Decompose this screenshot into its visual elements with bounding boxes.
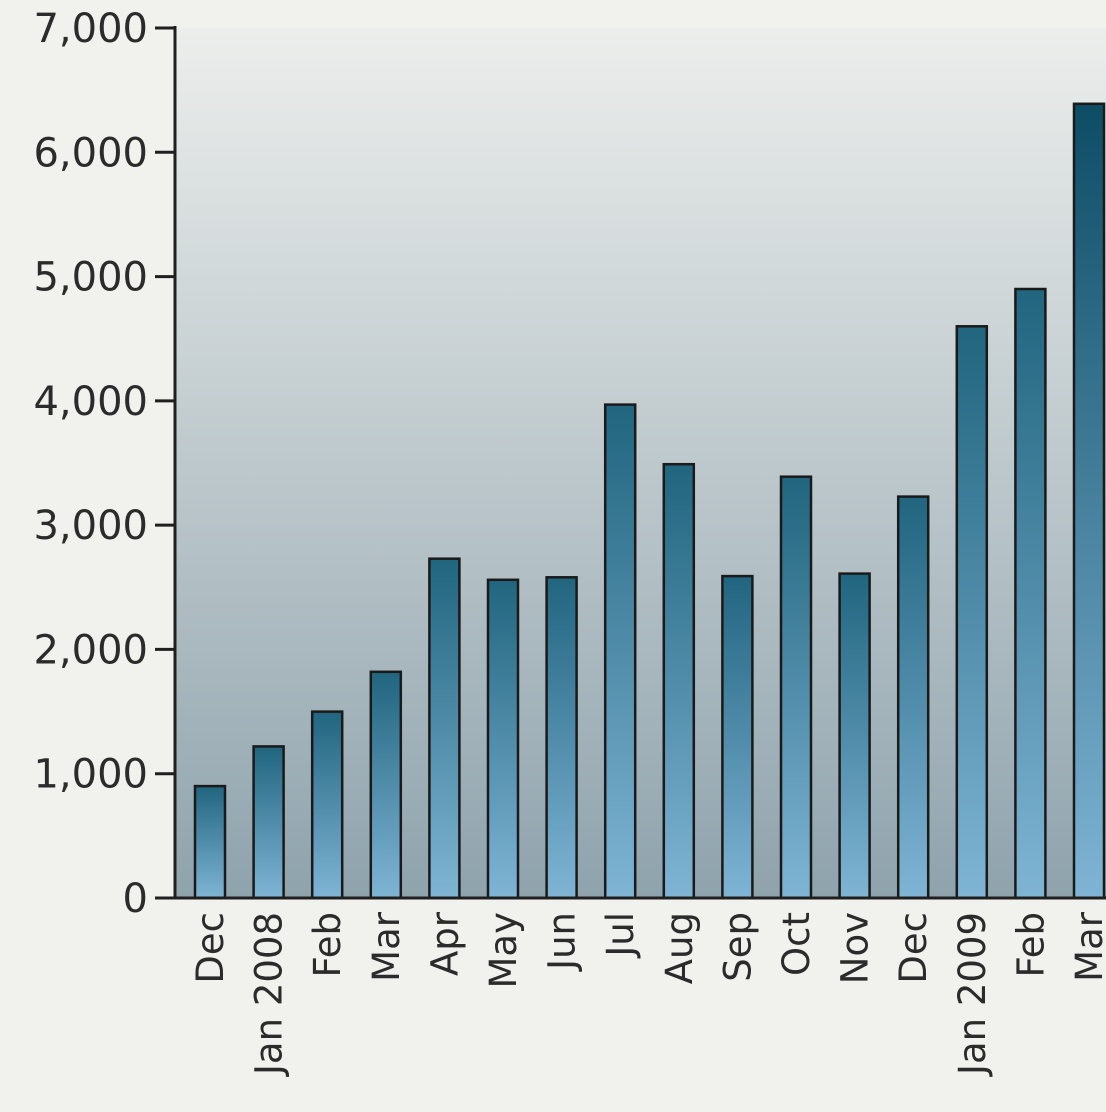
- x-tick-label-12: Nov: [834, 912, 877, 984]
- x-tick-label-15: Feb: [1009, 912, 1052, 978]
- bar-2: [252, 745, 285, 900]
- x-tick-label-8: Jul: [599, 912, 642, 959]
- x-tick-label-7: Jun: [541, 912, 584, 972]
- y-tick-label-0: 0: [123, 876, 148, 922]
- x-tick-label-3: Feb: [306, 912, 349, 978]
- x-tick-label-13: Dec: [892, 912, 935, 984]
- y-tick-label-2: 2,000: [33, 627, 148, 673]
- x-tick-label-2: Jan 2008: [248, 912, 291, 1077]
- x-tick-label-6: May: [482, 912, 525, 989]
- bar-9: [662, 462, 696, 900]
- bar-14: [955, 325, 989, 900]
- bar-16: [1072, 102, 1106, 900]
- x-tick-label-4: Mar: [365, 911, 408, 982]
- bar-5: [428, 557, 461, 900]
- x-tick-label-10: Sep: [716, 912, 759, 982]
- bar-4: [369, 670, 403, 900]
- bar-3: [310, 710, 344, 900]
- bar-11: [779, 475, 813, 900]
- x-tick-label-11: Oct: [775, 912, 818, 976]
- bar-12: [838, 572, 871, 900]
- y-tick-labels: 0 1,000 2,000 3,000 4,000 5,000 6,000 7,000: [33, 6, 148, 922]
- bars-layer: [193, 102, 1106, 900]
- bar-6: [486, 578, 520, 900]
- y-tick-label-6: 6,000: [33, 130, 148, 176]
- bar-1: [193, 784, 227, 900]
- bar-13: [896, 495, 930, 900]
- axes-layer: [155, 26, 1106, 900]
- x-tick-label-14: Jan 2009: [951, 912, 994, 1077]
- x-tick-label-1: Dec: [189, 912, 232, 984]
- y-tick-label-4: 4,000: [33, 379, 148, 425]
- bar-7: [545, 576, 578, 900]
- x-tick-label-9: Aug: [658, 912, 701, 984]
- x-tick-labels: Dec Jan 2008 Feb Mar Apr May Jun Jul Aug Sep Oct No…: [189, 911, 1106, 1077]
- x-tick-label-16: Mar: [1068, 911, 1106, 982]
- y-tick-label-3: 3,000: [33, 503, 148, 549]
- bar-8: [603, 403, 637, 900]
- bar-10: [721, 574, 754, 900]
- y-tick-label-7: 7,000: [33, 6, 148, 52]
- y-tick-label-1: 1,000: [33, 752, 148, 798]
- bar-15: [1014, 287, 1047, 900]
- y-tick-label-5: 5,000: [33, 255, 148, 301]
- x-tick-label-5: Apr: [423, 911, 466, 976]
